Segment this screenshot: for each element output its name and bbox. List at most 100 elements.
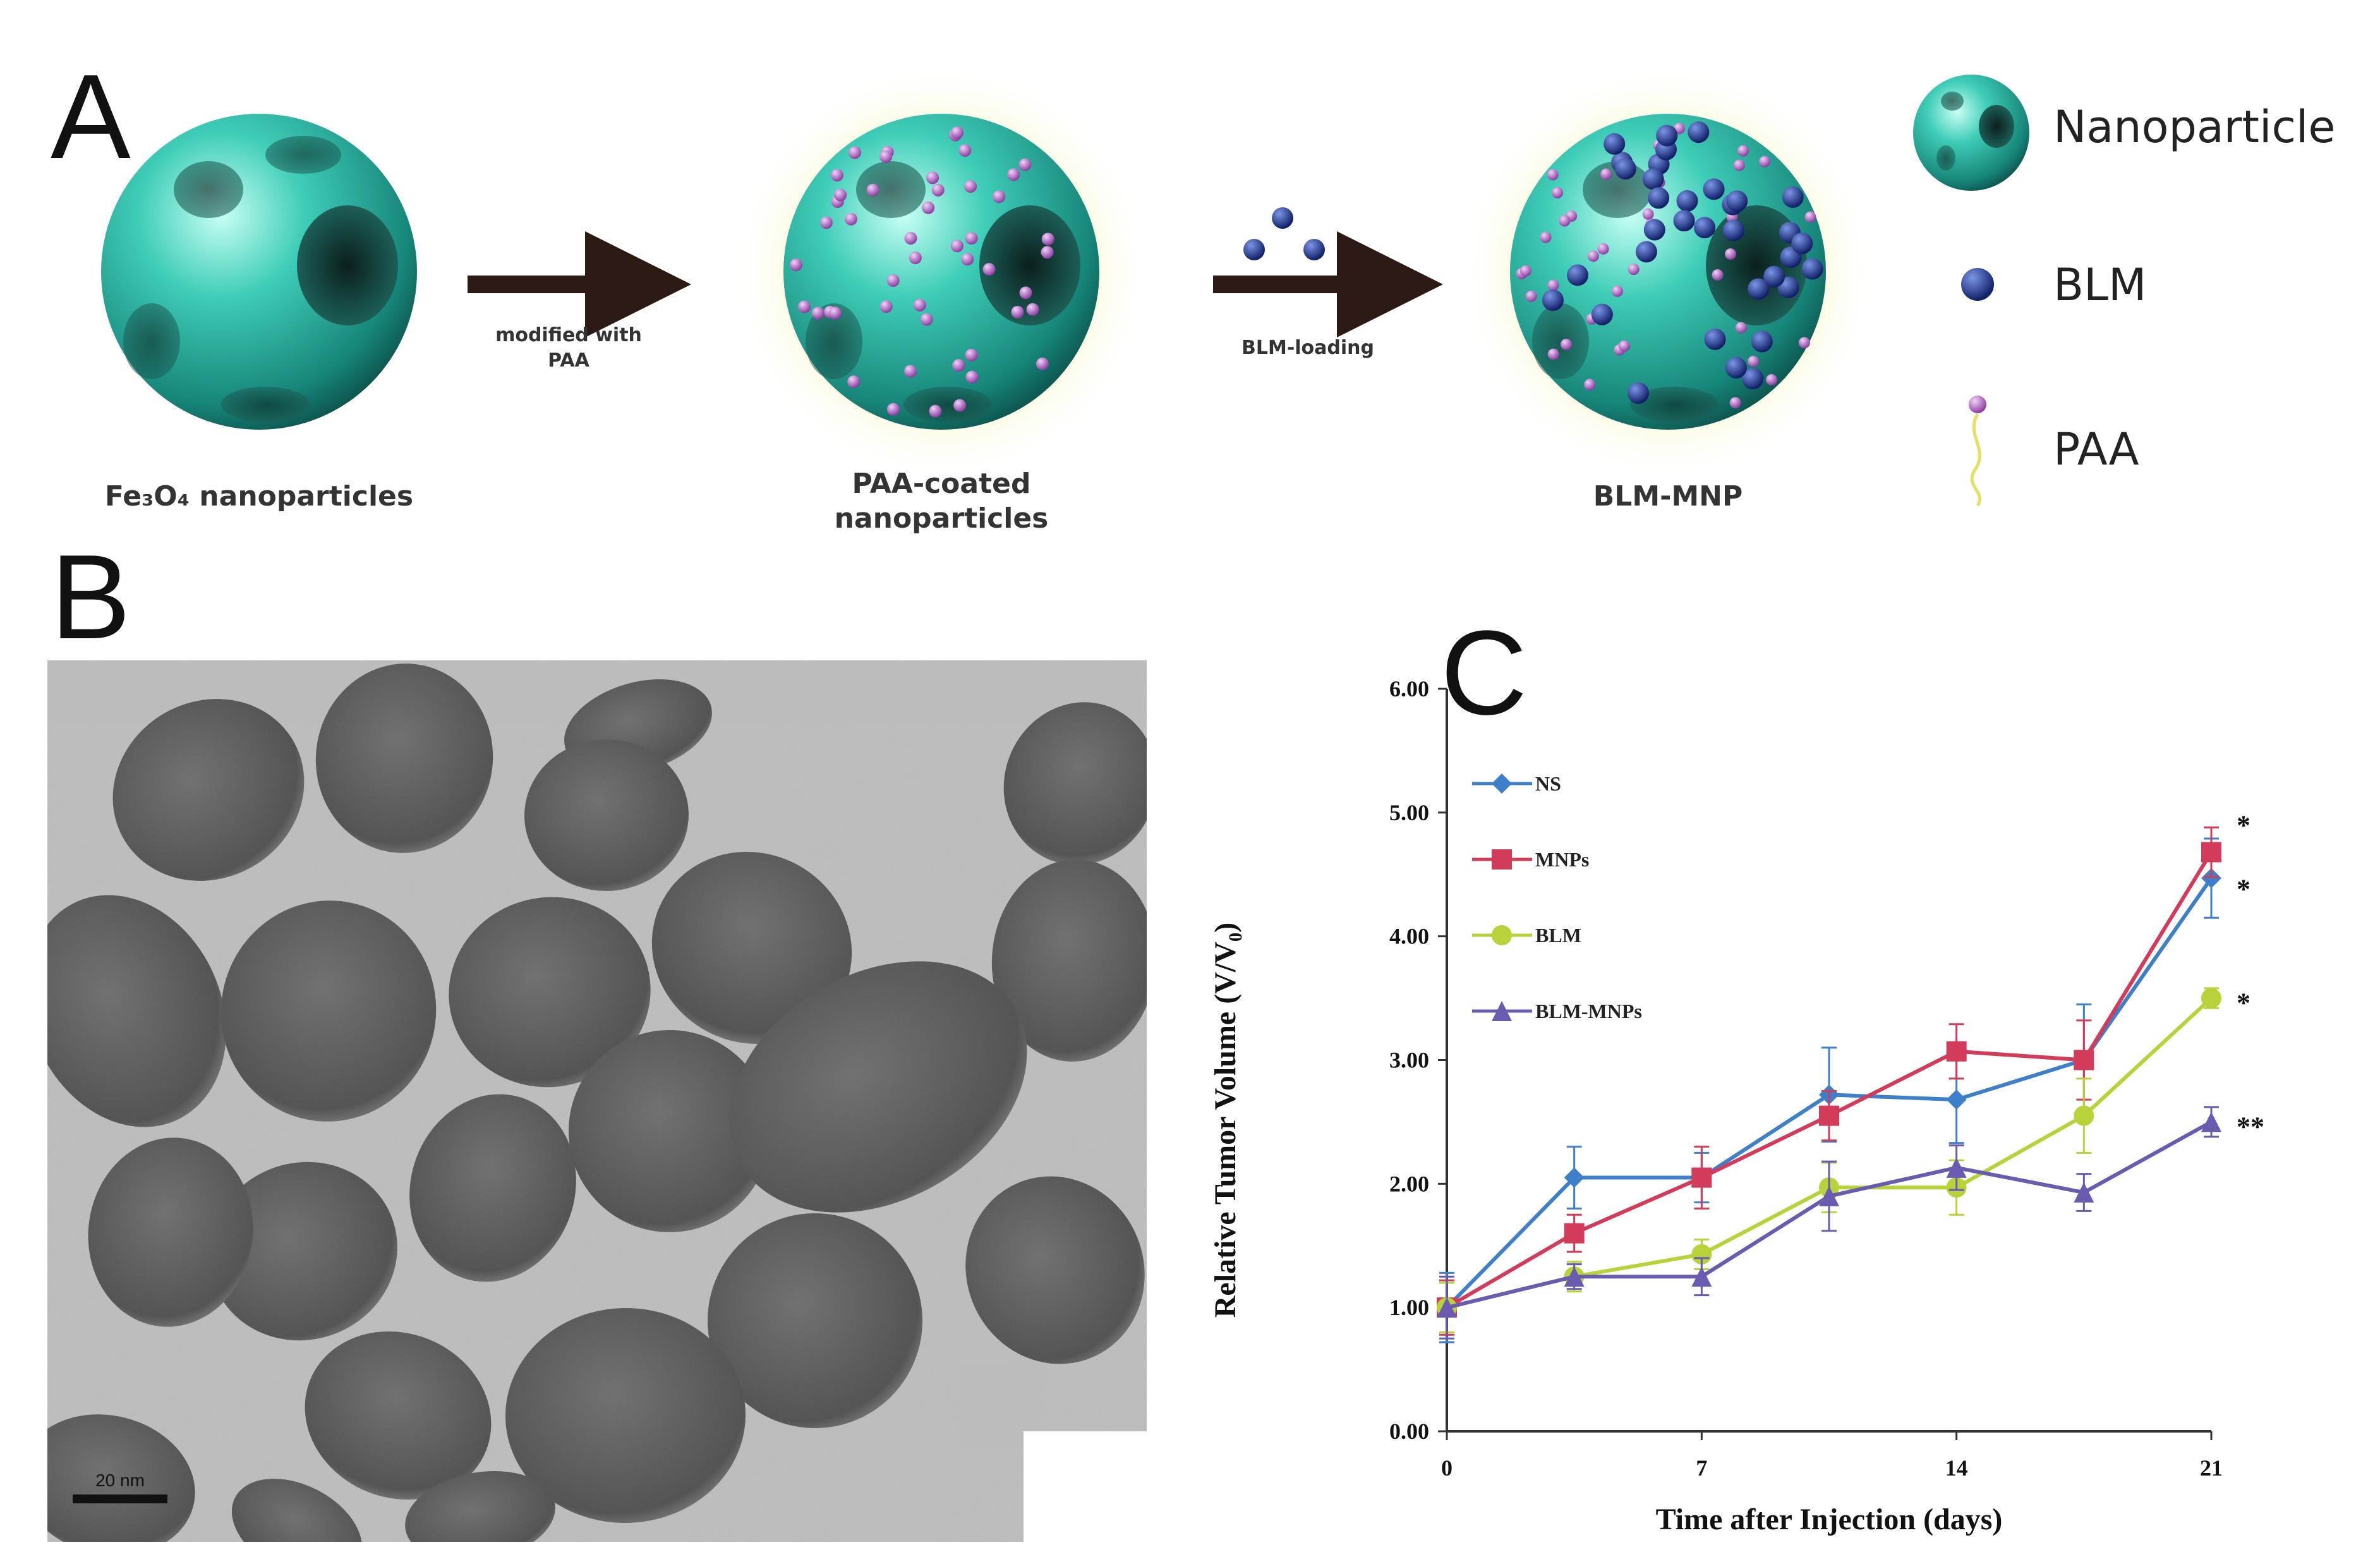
data-point [1564, 1266, 1585, 1287]
data-point [2074, 1050, 2094, 1070]
paa-bead [1759, 155, 1771, 167]
paa-bead [920, 313, 933, 326]
paa-bead [886, 274, 900, 287]
data-point [1492, 849, 1512, 870]
y-tick-label: 2.00 [1389, 1171, 1429, 1196]
paa-bead [1737, 145, 1749, 157]
x-tick-label: 7 [1696, 1455, 1707, 1481]
blm-bead [1694, 217, 1716, 239]
data-point [2201, 988, 2221, 1009]
data-point [2201, 868, 2221, 888]
paa-bead [913, 298, 926, 312]
step1-label: Fe₃O₄ nanoparticles [105, 480, 413, 512]
blm-bead [1642, 168, 1664, 190]
data-point [1492, 1001, 1512, 1021]
paa-bead [1798, 337, 1810, 349]
y-tick-label: 3.00 [1389, 1048, 1429, 1073]
blm-bead [1635, 241, 1657, 263]
paa-bead [1559, 215, 1571, 227]
paa-bead [958, 144, 972, 157]
paa-bead [1748, 355, 1760, 367]
paa-bead [1011, 305, 1024, 318]
data-point [1564, 1223, 1585, 1244]
paa-bead [1547, 279, 1559, 291]
scale-bar: 20 nm [73, 1470, 167, 1503]
panel-b-label: B [51, 530, 131, 664]
blm-mnp-sphere [1459, 63, 1876, 480]
paa-bead [789, 258, 802, 272]
arrow-blm-loading [1213, 207, 1443, 337]
paa-bead [953, 399, 967, 412]
y-tick-label: 1.00 [1389, 1295, 1429, 1320]
series-ns: * [1437, 837, 2250, 1343]
y-tick-label: 0.00 [1389, 1419, 1429, 1444]
paa-bead [1733, 159, 1745, 171]
legend-label: BLM-MNPs [1535, 1000, 1642, 1022]
blm-bead [1628, 382, 1650, 404]
data-point [2074, 1182, 2094, 1203]
paa-bead [950, 239, 963, 253]
blm-bead [1676, 190, 1698, 212]
paa-bead [993, 190, 1006, 203]
paa-bead-cluster [789, 126, 1054, 418]
paa-bead [886, 403, 900, 416]
legend-label: MNPs [1535, 848, 1589, 871]
data-point [1819, 1185, 1839, 1206]
tumor-volume-chart: 0.00 1.00 2.00 3.00 4.00 5.00 6.00 0 7 14 21 Time a… [1209, 676, 2264, 1536]
paa-bead [879, 300, 893, 313]
data-point [2201, 842, 2221, 863]
paa-bead [1611, 285, 1623, 297]
paa-bead [1735, 322, 1747, 334]
paa-bead [1600, 168, 1612, 180]
paa-bead [926, 171, 939, 185]
paa-bead [1041, 233, 1054, 246]
step2-label-line1: PAA-coated [852, 468, 1031, 500]
series-blm-mnps: ** [1437, 1106, 2264, 1340]
arrow1-label-line1: modified with [495, 324, 642, 346]
data-point [1691, 1167, 1712, 1188]
paa-bead [798, 300, 811, 313]
paa-bead [965, 370, 979, 384]
paa-bead [866, 183, 879, 197]
data-point [1691, 1266, 1712, 1287]
paa-bead [829, 306, 842, 320]
paa-bead [819, 216, 833, 229]
data-point [2074, 1105, 2094, 1126]
arrow1-label-line2: PAA [548, 349, 589, 372]
paa-bead [1597, 243, 1609, 255]
paa-bead [1007, 168, 1020, 181]
data-point [1946, 1041, 1967, 1062]
legend-nanoparticle-label: Nanoparticle [2053, 101, 2335, 153]
blm-bead [1763, 265, 1785, 288]
paa-bead [904, 365, 917, 378]
paa-bead [1552, 187, 1564, 199]
paa-bead [1540, 231, 1552, 243]
paa-bead [1547, 169, 1559, 181]
panel-a-label: A [51, 50, 131, 184]
paa-coated-nanoparticle-sphere [733, 63, 1150, 480]
data-point [1691, 1244, 1712, 1264]
blm-bead [1782, 186, 1804, 208]
blm-bead [1725, 356, 1747, 379]
fe3o4-nanoparticle-sphere [101, 114, 417, 430]
blm-bead [1648, 187, 1670, 209]
significance-marker: * [2237, 810, 2250, 841]
paa-bead [1584, 379, 1596, 391]
data-point [1946, 1089, 1967, 1110]
paa-bead [951, 126, 964, 140]
paa-bead [1525, 290, 1537, 302]
paa-bead [965, 232, 978, 245]
y-tick-label: 5.00 [1389, 800, 1429, 825]
paa-bead [1729, 397, 1741, 409]
significance-marker: * [2237, 874, 2250, 905]
paa-bead [811, 306, 825, 320]
data-point [1564, 1167, 1585, 1188]
legend-entry-blm-mnps: BLM-MNPs [1472, 1000, 1642, 1022]
paa-bead [1026, 303, 1039, 316]
step3-label: BLM-MNP [1593, 480, 1743, 512]
paa-bead [1547, 348, 1559, 360]
paa-bead [931, 183, 945, 197]
blm-bead-cluster [1542, 121, 1823, 404]
blm-bead [1604, 133, 1626, 155]
